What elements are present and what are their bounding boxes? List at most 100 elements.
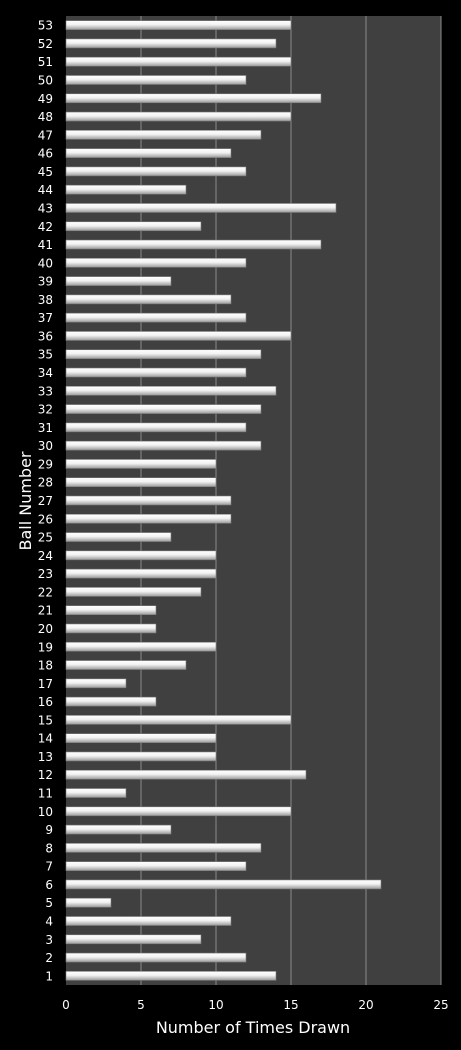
y-tick-label: 13 — [38, 750, 53, 764]
bar-ball-37 — [65, 312, 247, 323]
bar-ball-4 — [65, 916, 232, 926]
y-tick-label: 46 — [38, 147, 53, 161]
bar-ball-31 — [65, 422, 247, 433]
y-tick-label: 23 — [38, 567, 53, 581]
y-tick-label: 31 — [38, 421, 53, 435]
bar-ball-27 — [65, 495, 232, 506]
y-tick-label: 53 — [38, 19, 53, 33]
bar-ball-46 — [65, 148, 232, 158]
bar-ball-23 — [65, 568, 217, 579]
x-tick-label: 0 — [62, 998, 70, 1012]
bar-ball-49 — [65, 93, 322, 104]
bar-ball-33 — [65, 386, 277, 396]
y-tick-label: 25 — [38, 531, 53, 545]
x-tick-label: 15 — [283, 998, 298, 1012]
y-tick-label: 8 — [45, 841, 53, 855]
bar-ball-20 — [65, 623, 157, 634]
bar-ball-28 — [65, 477, 217, 488]
y-tick-label: 18 — [38, 659, 53, 673]
x-axis-title: Number of Times Drawn — [156, 1018, 350, 1037]
bar-ball-50 — [65, 75, 247, 85]
bar-ball-6 — [65, 879, 382, 890]
bars — [65, 20, 382, 981]
y-axis-ticks: 1234567891011121314151617181920212223242… — [38, 19, 53, 984]
x-tick-label: 10 — [208, 998, 223, 1012]
bar-ball-29 — [65, 459, 217, 469]
bar-ball-19 — [65, 641, 217, 652]
y-tick-label: 35 — [38, 348, 53, 362]
bar-ball-12 — [65, 769, 307, 780]
bar-ball-52 — [65, 38, 277, 49]
y-tick-label: 40 — [38, 256, 53, 270]
y-tick-label: 3 — [45, 933, 53, 947]
bar-ball-44 — [65, 184, 187, 195]
bar-ball-1 — [65, 971, 277, 981]
y-tick-label: 6 — [45, 878, 53, 892]
y-tick-label: 47 — [38, 128, 53, 142]
y-tick-label: 12 — [38, 768, 53, 782]
y-tick-label: 16 — [38, 695, 53, 709]
y-tick-label: 41 — [38, 238, 53, 252]
y-tick-label: 22 — [38, 585, 53, 599]
bar-ball-17 — [65, 678, 127, 689]
bar-ball-34 — [65, 367, 247, 378]
bar-ball-36 — [65, 331, 292, 341]
bar-ball-7 — [65, 861, 247, 871]
y-tick-label: 1 — [45, 969, 53, 983]
bar-ball-3 — [65, 934, 202, 945]
bar-ball-26 — [65, 513, 232, 524]
bar-ball-15 — [65, 715, 292, 725]
bar-ball-42 — [65, 221, 202, 232]
bar-ball-30 — [65, 440, 262, 451]
y-tick-label: 30 — [38, 439, 53, 453]
y-tick-label: 45 — [38, 165, 53, 179]
y-tick-label: 2 — [45, 951, 53, 965]
y-tick-label: 14 — [38, 732, 53, 746]
bar-ball-11 — [65, 788, 127, 798]
y-tick-label: 43 — [38, 201, 53, 215]
y-tick-label: 7 — [45, 860, 53, 874]
bar-ball-22 — [65, 587, 202, 597]
x-tick-label: 20 — [358, 998, 373, 1012]
bar-ball-40 — [65, 258, 247, 268]
bar-ball-45 — [65, 166, 247, 177]
y-tick-label: 10 — [38, 805, 53, 819]
bar-ball-48 — [65, 111, 292, 122]
bar-ball-39 — [65, 276, 172, 286]
bar-ball-38 — [65, 294, 232, 305]
y-tick-label: 28 — [38, 476, 53, 490]
y-tick-label: 50 — [38, 73, 53, 87]
bar-ball-51 — [65, 56, 292, 67]
bar-ball-2 — [65, 952, 247, 963]
x-tick-label: 5 — [137, 998, 145, 1012]
bar-ball-14 — [65, 733, 217, 743]
y-tick-label: 36 — [38, 329, 53, 343]
y-tick-label: 38 — [38, 293, 53, 307]
y-tick-label: 49 — [38, 92, 53, 106]
y-tick-label: 11 — [38, 787, 53, 801]
y-tick-label: 24 — [38, 549, 53, 563]
bar-ball-18 — [65, 660, 187, 670]
bar-ball-8 — [65, 843, 262, 853]
y-tick-label: 37 — [38, 311, 53, 325]
y-tick-label: 19 — [38, 640, 53, 654]
y-tick-label: 48 — [38, 110, 53, 124]
y-tick-label: 5 — [45, 896, 53, 910]
y-tick-label: 44 — [38, 183, 53, 197]
bar-ball-25 — [65, 532, 172, 542]
y-tick-label: 33 — [38, 384, 53, 398]
y-tick-label: 39 — [38, 275, 53, 289]
y-tick-label: 4 — [45, 915, 53, 929]
y-tick-label: 26 — [38, 512, 53, 526]
bar-ball-41 — [65, 239, 322, 250]
bar-ball-9 — [65, 824, 172, 835]
y-tick-label: 17 — [38, 677, 53, 691]
y-tick-label: 27 — [38, 494, 53, 508]
y-tick-label: 32 — [38, 403, 53, 417]
bar-ball-16 — [65, 696, 157, 707]
y-tick-label: 15 — [38, 713, 53, 727]
y-tick-label: 42 — [38, 220, 53, 234]
x-tick-label: 25 — [433, 998, 448, 1012]
bar-ball-32 — [65, 404, 262, 414]
